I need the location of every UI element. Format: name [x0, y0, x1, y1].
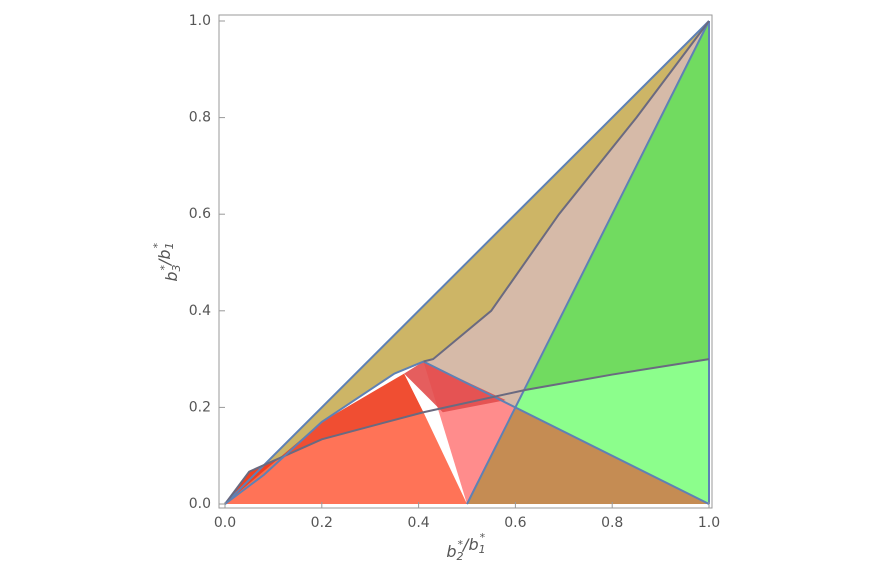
region [467, 407, 709, 504]
boundary-line [422, 360, 710, 505]
label-sup: * [458, 538, 464, 551]
axes: 0.0 0.2 0.4 0.6 0.8 1.0 0.0 0.2 0.4 0.6 0.8 1.0 [189, 13, 720, 531]
y-tick-label: 0.0 [189, 496, 211, 512]
label-sub: 1 [479, 543, 486, 556]
y-tick-label: 0.8 [189, 110, 211, 126]
x-tick-label: 0.2 [311, 515, 333, 531]
boundary-line [224, 20, 710, 505]
region [225, 412, 467, 504]
y-tick-label: 0.6 [189, 206, 211, 222]
label-base: b [446, 542, 456, 561]
region [225, 373, 424, 504]
x-tick-label: 0.6 [504, 515, 526, 531]
label-sub: 2 [457, 550, 464, 563]
y-axis-label: b3*/b1* [151, 242, 183, 281]
boundary-line [466, 20, 710, 505]
x-tick-label: 1.0 [698, 515, 720, 531]
label-separator: / [155, 258, 174, 267]
label-sub: 3 [170, 264, 183, 271]
label-base: b [468, 535, 478, 554]
y-tick-label: 0.4 [189, 303, 211, 319]
boundary-line [224, 360, 424, 505]
label-sup: * [480, 531, 486, 544]
lines [224, 20, 710, 505]
x-tick-label: 0.8 [601, 515, 623, 531]
label-base: b [155, 249, 174, 259]
boundary-line [423, 20, 710, 363]
x-axis-label: b2*/b1* [446, 531, 485, 563]
boundary-line [224, 358, 710, 505]
region [515, 359, 709, 504]
label-sup: * [151, 242, 164, 248]
label-sub: 1 [163, 242, 176, 249]
x-tick-label: 0.0 [214, 515, 236, 531]
y-tick-label: 0.2 [189, 399, 211, 415]
label-separator: / [461, 535, 470, 554]
x-tick-label: 0.4 [407, 515, 429, 531]
label-base: b [162, 271, 181, 281]
label-sup: * [158, 264, 171, 270]
plot-frame [218, 14, 713, 509]
y-tick-label: 1.0 [189, 13, 211, 29]
